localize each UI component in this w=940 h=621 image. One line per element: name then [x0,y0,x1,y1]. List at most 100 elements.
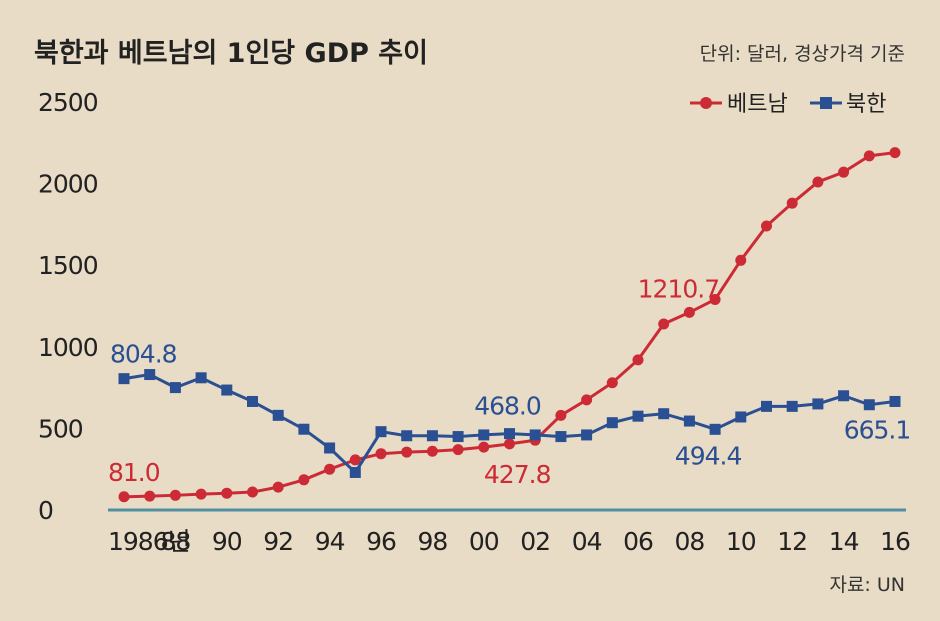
data-point [272,481,284,493]
data-point [401,430,413,442]
data-point [683,306,695,318]
data-point [606,417,618,429]
value-annotation: 494.4 [675,441,742,470]
x-tick-label: 98 [417,527,447,556]
data-point [606,377,618,389]
x-tick-label: 14 [829,527,859,556]
x-tick-label: 10 [726,527,756,556]
data-point [478,429,490,441]
data-point [658,408,670,420]
data-point [221,487,233,499]
data-point [169,489,181,501]
value-annotation: 81.0 [108,458,160,487]
value-annotation: 468.0 [474,392,541,421]
data-point [735,411,747,423]
x-tick-label: 16 [880,527,910,556]
data-point [118,373,130,385]
y-tick-label: 1500 [38,251,98,280]
data-point [349,454,361,466]
source-note: 자료: UN [829,574,905,596]
x-tick-label: 94 [315,527,345,556]
x-tick-label: 90 [212,527,242,556]
series-vietnam [118,147,901,503]
x-tick-label: 88 [160,527,190,556]
data-point [375,448,387,460]
data-point [863,399,875,411]
x-tick-label: 02 [520,527,550,556]
x-tick-label: 04 [572,527,602,556]
data-point [838,390,850,402]
data-point [426,430,438,442]
legend: 베트남 북한 [690,92,886,117]
data-point [426,445,438,457]
data-point [812,398,824,410]
data-point [324,442,336,454]
data-point [581,429,593,441]
data-point [709,423,721,435]
data-point [195,488,207,500]
data-point [658,318,670,330]
data-point [349,466,361,478]
data-point [786,400,798,412]
data-point [195,372,207,384]
data-point [581,394,593,406]
y-axis: 0 500 1000 1500 2000 2500 [38,88,99,525]
data-point [863,150,875,162]
data-point [375,426,387,438]
data-point [144,490,156,502]
series-north-korea [118,369,901,478]
data-point [812,176,824,188]
series-line [123,372,896,475]
data-point [529,429,541,441]
data-point [683,415,695,427]
data-point [709,293,721,305]
data-point [247,395,258,407]
x-tick-label: 12 [777,527,807,556]
data-point [786,197,798,209]
series-layer [118,147,901,503]
y-tick-label: 1000 [38,333,98,362]
data-point [169,382,181,394]
data-point [144,369,156,381]
x-tick-label: 92 [263,527,293,556]
data-point [761,220,772,232]
data-point [761,400,772,412]
legend-marker [820,97,832,109]
legend-marker [700,97,712,109]
data-point [555,431,567,443]
y-tick-label: 500 [38,414,83,443]
value-annotation: 1210.7 [638,274,719,303]
data-point [504,438,515,450]
data-point [632,410,644,422]
legend-label: 베트남 [727,92,788,117]
x-tick-label: 00 [469,527,499,556]
y-tick-label: 2000 [38,170,98,199]
data-point [452,431,464,443]
data-point [401,446,413,458]
data-point [272,409,284,421]
data-point [555,409,567,421]
y-tick-label: 0 [38,496,53,525]
legend-label: 북한 [846,92,886,117]
value-annotation: 427.8 [484,460,551,489]
value-annotation: 804.8 [110,340,177,369]
data-point [247,486,258,498]
data-point [632,354,644,366]
data-point [452,444,464,456]
data-point [298,474,310,486]
data-point [838,166,850,178]
y-tick-label: 2500 [38,88,98,117]
x-tick-label: 06 [623,527,653,556]
data-point [889,147,901,159]
x-tick-label: 1986년 [108,527,190,556]
data-point [298,423,310,435]
data-point [118,491,130,503]
unit-note: 단위: 달러, 경상가격 기준 [700,43,905,65]
chart-title: 북한과 베트남의 1인당 GDP 추이 [34,38,428,69]
data-point [504,428,515,440]
value-annotation: 665.1 [844,415,911,444]
x-tick-label: 08 [674,527,704,556]
data-point [735,254,747,266]
